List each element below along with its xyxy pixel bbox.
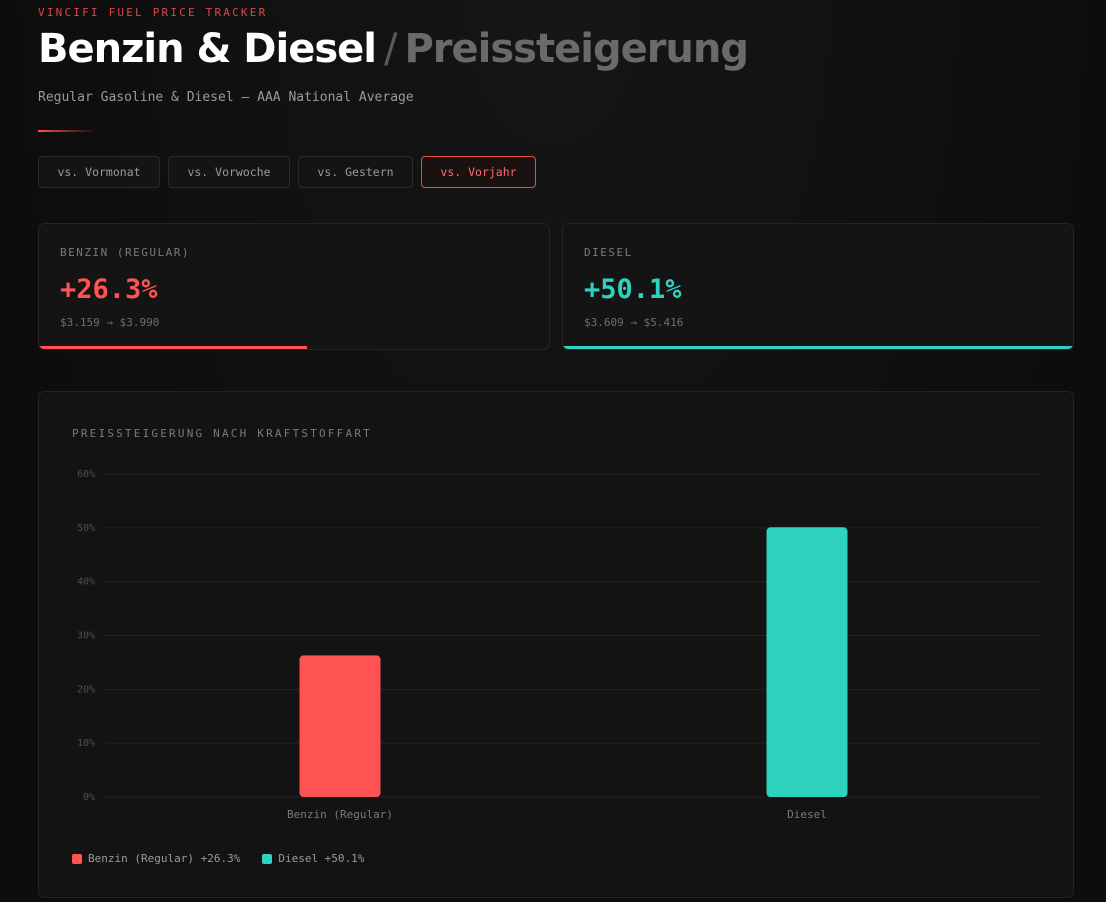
- legend-swatch-diesel: [262, 853, 273, 864]
- page-title-sub: Preissteigerung: [404, 26, 749, 72]
- legend-item-diesel: Diesel +50.1%: [262, 852, 364, 865]
- tab-vorwoche[interactable]: vs. Vorwoche: [168, 156, 290, 188]
- x-tick-label: Diesel: [787, 808, 827, 821]
- legend-swatch-benzin: [72, 853, 82, 864]
- diesel-card: DIESEL +50.1% $3.609 → $5.416: [562, 223, 1074, 350]
- legend-item-benzin: Benzin (Regular) +26.3%: [72, 852, 240, 865]
- chart-title: PREISSTEIGERUNG NACH KRAFTSTOFFART: [72, 427, 372, 440]
- app-eyebrow: VINCIFI FUEL PRICE TRACKER: [38, 6, 268, 19]
- diesel-card-label: DIESEL: [584, 246, 633, 259]
- y-tick-label: 0%: [83, 792, 95, 803]
- chart-panel: PREISSTEIGERUNG NACH KRAFTSTOFFART 0% 10%…: [38, 391, 1074, 898]
- page-title: Benzin & Diesel / Preissteigerung: [38, 26, 749, 72]
- comparison-tabs: vs. Vormonat vs. Vorwoche vs. Gestern vs…: [38, 156, 536, 188]
- y-tick-label: 30%: [77, 631, 95, 642]
- benzin-card-label: BENZIN (REGULAR): [60, 246, 190, 259]
- diesel-card-value: +50.1%: [584, 274, 682, 305]
- benzin-card-value: +26.3%: [60, 274, 158, 305]
- y-tick-label: 60%: [77, 469, 95, 480]
- chart-legend: Benzin (Regular) +26.3% Diesel +50.1%: [72, 852, 364, 865]
- tab-gestern[interactable]: vs. Gestern: [298, 156, 413, 188]
- bar-chart: 0% 10% 20% 30% 40% 50% 60% Benzin (Regular) Dies…: [77, 469, 1041, 821]
- y-tick-label: 50%: [77, 523, 95, 534]
- y-tick-label: 10%: [77, 738, 95, 749]
- accent-divider: [38, 130, 96, 132]
- diesel-progress-bar: [563, 346, 1073, 349]
- legend-label-benzin: Benzin (Regular) +26.3%: [88, 852, 241, 865]
- legend-label-diesel: Diesel +50.1%: [278, 852, 365, 865]
- y-tick-label: 40%: [77, 577, 95, 588]
- benzin-progress-bar: [39, 346, 307, 349]
- page-title-main: Benzin & Diesel: [38, 26, 377, 72]
- bar-benzin: [299, 655, 381, 797]
- benzin-card: BENZIN (REGULAR) +26.3% $3.159 → $3.990: [38, 223, 550, 350]
- page-subtitle: Regular Gasoline & Diesel — AAA National…: [38, 90, 414, 105]
- tab-vorjahr[interactable]: vs. Vorjahr: [421, 156, 536, 188]
- x-tick-label: Benzin (Regular): [287, 808, 393, 821]
- page-title-separator: /: [384, 26, 398, 72]
- y-tick-label: 20%: [77, 684, 95, 695]
- bar-diesel: [766, 527, 848, 797]
- diesel-card-range: $3.609 → $5.416: [584, 316, 684, 329]
- tab-vormonat[interactable]: vs. Vormonat: [38, 156, 160, 188]
- benzin-card-range: $3.159 → $3.990: [60, 316, 160, 329]
